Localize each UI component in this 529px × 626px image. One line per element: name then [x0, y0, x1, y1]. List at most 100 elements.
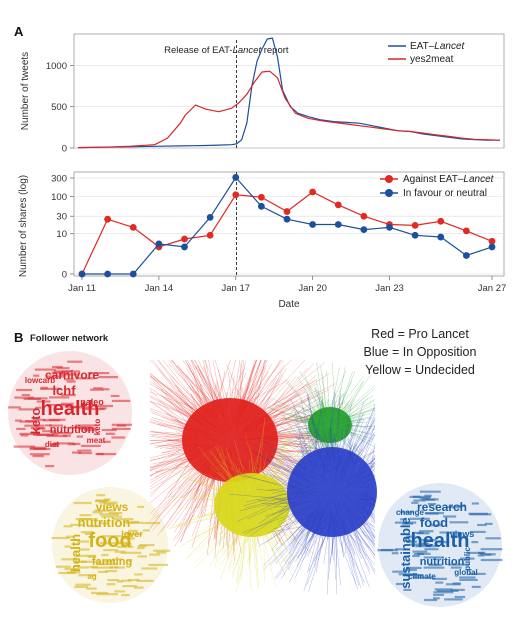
word-cloud-filler — [484, 522, 493, 525]
network-edge — [330, 367, 340, 414]
word-cloud-filler — [75, 518, 92, 521]
word-cloud-filler — [80, 560, 101, 563]
shares-x-tick-label: Jan 23 — [375, 283, 404, 294]
word-cloud-filler — [40, 387, 61, 390]
tweets-y-ticks: 0 500 1000 — [46, 61, 74, 155]
word-cloud-filler — [122, 585, 138, 588]
word-cloud-filler — [438, 541, 450, 544]
word-cloud-word: farming — [92, 556, 132, 568]
tweets-y-tick-label: 0 — [62, 144, 67, 155]
word-cloud-filler — [76, 435, 83, 438]
word-cloud-filler — [96, 494, 106, 497]
word-cloud-filler — [469, 530, 486, 533]
word-cloud-filler — [434, 588, 453, 591]
panel-b-subtitle: Follower network — [30, 333, 109, 344]
word-cloud-filler — [77, 566, 89, 569]
word-cloud-filler — [78, 574, 97, 577]
word-cloud-filler — [412, 576, 434, 579]
word-cloud-filler — [63, 525, 73, 528]
word-cloud-filler — [106, 583, 116, 586]
word-cloud-filler — [445, 583, 461, 586]
word-cloud-filler — [90, 388, 104, 391]
word-cloud-filler — [104, 503, 116, 506]
shares-y-tick-label: 30 — [56, 212, 67, 223]
word-cloud-filler — [49, 424, 64, 427]
favour-point — [309, 221, 317, 228]
favour-point — [129, 270, 137, 278]
word-cloud-filler — [114, 550, 126, 553]
word-cloud-filler — [457, 504, 466, 507]
word-cloud-word: research — [417, 500, 467, 514]
word-cloud-filler — [16, 388, 33, 392]
legend-eat-lancet-pre: EAT– — [410, 41, 435, 52]
word-cloud-filler — [394, 521, 417, 524]
word-cloud-bg — [8, 351, 132, 475]
color-key-red: Red = Pro Lancet — [371, 327, 469, 341]
network-edge — [326, 370, 330, 413]
legend-against: Against EAT–Lancet — [403, 174, 495, 185]
word-cloud-filler — [454, 595, 466, 599]
network-edge — [327, 391, 335, 458]
favour-point — [411, 231, 419, 239]
shares-y-ticks: 0 10 30 100 300 — [51, 174, 74, 281]
word-cloud-word: carnivore — [45, 368, 99, 382]
word-cloud-filler — [112, 558, 123, 561]
favour-point — [155, 240, 163, 248]
word-cloud-filler — [50, 444, 58, 447]
word-cloud-filler — [74, 554, 96, 557]
against-point — [411, 221, 419, 229]
word-cloud-filler — [448, 563, 469, 566]
word-cloud-filler — [424, 512, 444, 515]
word-cloud-filler — [137, 545, 147, 548]
word-cloud-filler — [121, 579, 132, 582]
word-cloud-filler — [103, 440, 111, 443]
word-cloud-word: global — [454, 568, 478, 577]
against-point — [309, 188, 317, 196]
shares-y-tick-label: 0 — [62, 270, 67, 281]
word-cloud-filler — [419, 490, 441, 493]
word-cloud-filler — [403, 588, 412, 591]
panel-b-letter: B — [14, 330, 23, 345]
word-cloud-filler — [111, 423, 132, 426]
against-point — [360, 212, 368, 220]
word-cloud-filler — [88, 372, 110, 375]
word-cloud-filler — [94, 509, 116, 512]
word-cloud-filler — [46, 434, 68, 438]
word-cloud-filler — [446, 506, 462, 509]
favour-point — [462, 252, 470, 259]
word-cloud-filler — [103, 549, 119, 552]
word-cloud-filler — [66, 380, 76, 383]
network-edge — [341, 395, 374, 416]
word-cloud-word: nutrition — [50, 424, 95, 436]
word-cloud-filler — [105, 570, 118, 573]
against-point — [181, 235, 188, 243]
tweets-y-tick-label: 500 — [51, 102, 67, 113]
tweets-legend: EAT–Lancet yes2meat — [388, 41, 466, 65]
word-cloud-filler — [419, 530, 434, 533]
word-cloud-filler — [99, 542, 120, 545]
network-edge — [286, 382, 319, 420]
shares-x-tick-label: Jan 20 — [298, 283, 327, 294]
word-cloud-filler — [83, 429, 98, 432]
network-core — [214, 473, 290, 537]
against-point — [206, 231, 214, 239]
word-cloud-filler — [73, 442, 81, 446]
word-cloud-filler — [459, 578, 478, 581]
word-cloud-filler — [101, 515, 122, 518]
tweets-gridlines — [74, 65, 504, 149]
word-cloud-filler — [485, 553, 492, 556]
word-cloud-filler — [80, 444, 101, 447]
word-cloud-filler — [99, 407, 107, 410]
word-cloud-filler — [15, 419, 22, 422]
word-cloud-filler — [84, 407, 105, 411]
release-annotation-post: report — [261, 45, 289, 56]
word-cloud-word: climate — [408, 572, 436, 581]
word-cloud-filler — [485, 537, 501, 540]
word-cloud-filler — [409, 495, 431, 498]
word-cloud-filler — [456, 535, 463, 538]
against-point — [437, 217, 445, 225]
word-cloud-filler — [128, 529, 138, 532]
word-cloud-filler — [34, 368, 56, 371]
word-cloud-word: health — [411, 530, 470, 552]
